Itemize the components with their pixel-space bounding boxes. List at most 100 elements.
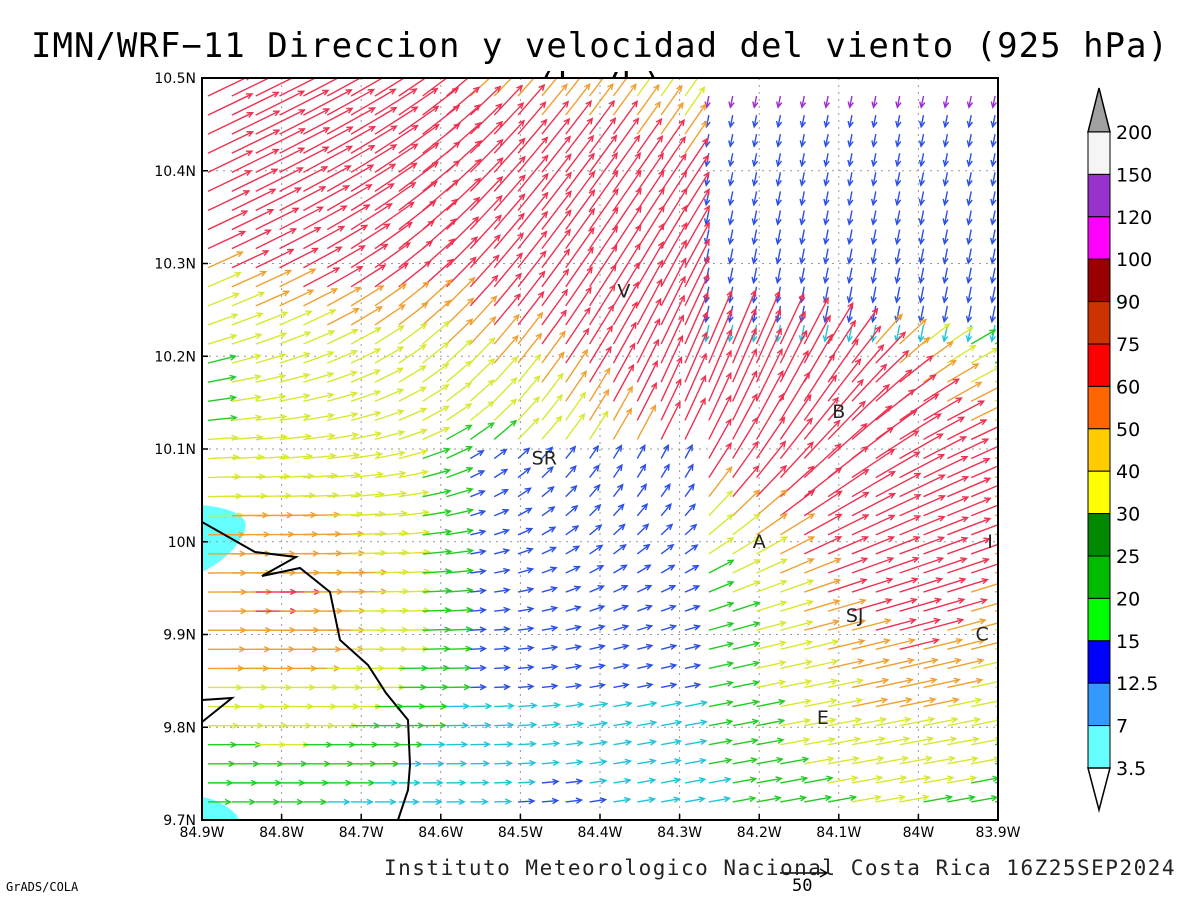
x-tick-label: 84W — [903, 825, 935, 841]
wind-vector — [684, 796, 706, 803]
wind-vector — [350, 144, 398, 173]
wind-vector — [708, 795, 732, 803]
wind-vector — [279, 413, 312, 422]
wind-vector — [493, 212, 525, 250]
colorbar-segment — [1087, 682, 1111, 727]
wind-vector — [398, 449, 429, 460]
wind-vector — [756, 776, 783, 784]
wind-vector — [518, 702, 538, 709]
wind-vector — [966, 191, 973, 207]
y-tick-label: 9.7N — [163, 813, 196, 829]
wind-vector — [799, 153, 806, 168]
wind-vector — [851, 448, 896, 479]
wind-vector — [947, 517, 992, 536]
wind-vector — [565, 117, 594, 154]
wind-vector — [947, 677, 984, 689]
wind-vector — [255, 207, 300, 231]
wind-vector — [589, 304, 615, 345]
wind-vector — [732, 464, 760, 498]
wind-vector — [970, 329, 997, 345]
wind-vector — [613, 663, 630, 670]
wind-vector — [255, 413, 288, 422]
wind-vector — [875, 794, 907, 803]
wind-vector — [779, 489, 816, 517]
wind-vector — [446, 528, 475, 536]
wind-vector — [636, 135, 664, 173]
wind-vector — [446, 779, 467, 786]
wind-vector — [875, 775, 908, 784]
wind-vector — [541, 415, 563, 440]
wind-vector — [947, 638, 986, 650]
wind-vector — [918, 229, 925, 246]
wind-vector — [589, 739, 609, 747]
plot-area: 84.9W 84.8W 84.7W 84.6W 84.5W 84.4W 84.3W 84.2W… — [154, 71, 1020, 841]
wind-vector — [231, 129, 281, 154]
wind-vector — [494, 664, 511, 672]
wind-vector — [469, 336, 496, 364]
footer-caption: Instituto Meteorologico Nacional Costa R… — [384, 856, 1177, 880]
wind-vector — [660, 314, 685, 364]
wind-vector — [823, 114, 830, 129]
wind-vector — [589, 367, 611, 402]
wind-vector — [446, 645, 473, 652]
wind-vector — [779, 329, 808, 383]
y-tick-label: 10.1N — [154, 442, 196, 458]
wind-vector — [255, 187, 302, 212]
wind-vector — [279, 89, 330, 116]
wind-vector — [398, 87, 439, 116]
wind-vector — [684, 443, 693, 459]
wind-vector — [541, 309, 567, 345]
wind-vector — [517, 467, 532, 479]
y-tick-label: 9.9N — [163, 628, 196, 644]
wind-vector — [565, 134, 595, 173]
wind-vector — [303, 351, 335, 364]
wind-vector — [565, 644, 583, 651]
wind-vector — [684, 585, 701, 593]
wind-vector — [493, 448, 508, 460]
wind-vector — [875, 617, 917, 631]
wind-vector — [727, 210, 735, 226]
wind-vector — [493, 272, 522, 307]
wind-vector — [279, 393, 311, 402]
wind-vector — [255, 167, 304, 193]
wind-vector — [589, 483, 601, 498]
wind-vector — [923, 456, 969, 479]
wind-vector — [780, 579, 815, 593]
wind-vector — [684, 483, 695, 498]
wind-vector — [732, 416, 759, 459]
wind-vector — [279, 108, 331, 135]
wind-vector — [398, 322, 428, 345]
wind-vector — [851, 404, 893, 440]
wind-vector — [947, 577, 989, 593]
wind-vector — [823, 191, 830, 207]
wind-vector — [589, 99, 616, 135]
wind-vector — [398, 240, 434, 269]
wind-vector — [446, 177, 482, 211]
wind-vector — [803, 353, 836, 402]
calm-area-southwest — [202, 797, 239, 820]
wind-vector — [279, 226, 322, 250]
wind-vector — [923, 416, 966, 441]
wind-vector — [851, 307, 879, 345]
wind-vector — [827, 717, 863, 727]
wind-vector — [756, 640, 787, 651]
wind-vector — [493, 174, 526, 211]
wind-vector — [799, 191, 806, 207]
wind-vector — [398, 142, 440, 173]
wind-vector — [565, 207, 596, 250]
wind-vector — [327, 511, 364, 518]
wind-vector — [847, 191, 854, 207]
wind-vector — [636, 187, 665, 230]
colorbar-segment — [1087, 343, 1111, 387]
wind-vector — [966, 248, 973, 265]
wind-vector — [469, 449, 485, 460]
wind-vector — [279, 492, 317, 499]
wind-vector — [589, 663, 606, 670]
wind-vector — [612, 205, 642, 250]
wind-vector — [728, 114, 735, 129]
wind-vector — [470, 645, 488, 653]
wind-vector — [470, 741, 492, 748]
wind-vector — [565, 701, 585, 709]
axis-ticks: 84.9W 84.8W 84.7W 84.6W 84.5W 84.4W 84.3W 84.2W… — [154, 71, 1020, 841]
wind-vector — [446, 196, 481, 231]
